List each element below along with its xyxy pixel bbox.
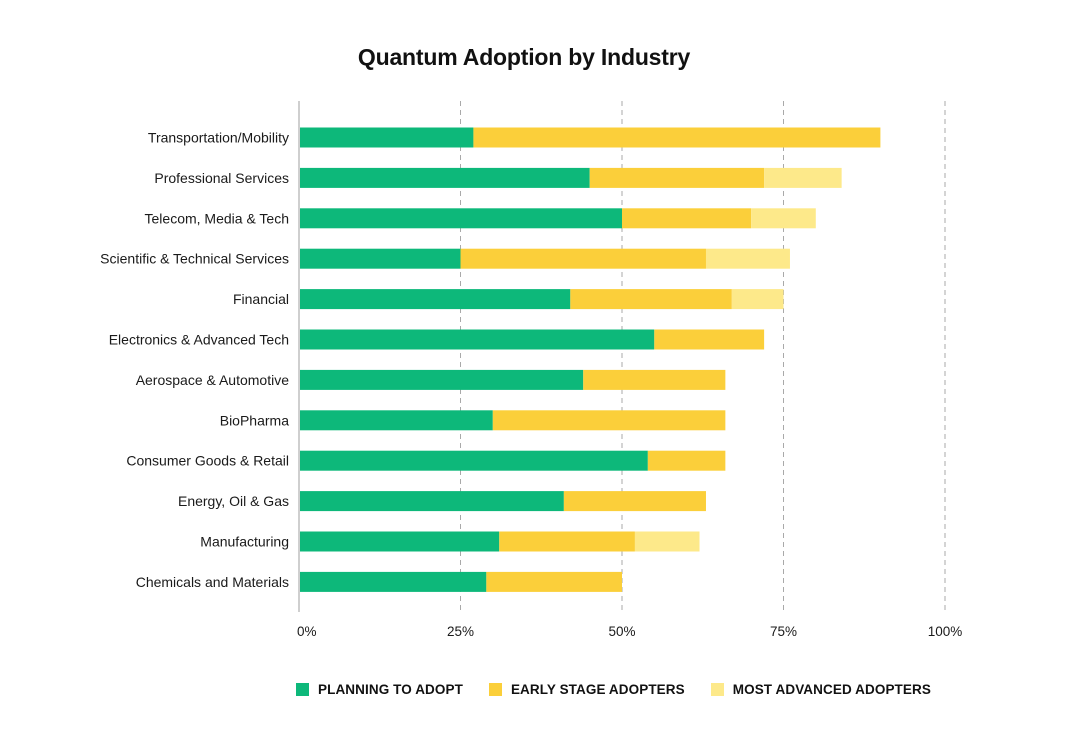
bars	[299, 127, 881, 592]
bar-segment	[654, 329, 765, 350]
x-tick-label: 100%	[928, 624, 963, 639]
bar-segment	[299, 450, 648, 471]
category-labels: Transportation/Mobility Professional Serv…	[100, 130, 289, 590]
bar-segment	[563, 491, 706, 512]
bar-segment	[570, 289, 732, 310]
bar-segment	[622, 208, 752, 229]
bar-segment	[705, 248, 790, 269]
category-label: Manufacturing	[200, 534, 289, 550]
legend-swatch-planning	[296, 683, 309, 696]
category-label: Financial	[233, 291, 289, 307]
bar-segment	[299, 410, 493, 431]
bar-segment	[764, 167, 842, 188]
bar-segment	[299, 167, 590, 188]
chart-title: Quantum Adoption by Industry	[357, 44, 691, 70]
category-label: Telecom, Media & Tech	[145, 210, 289, 226]
bar-segment	[751, 208, 816, 229]
bar-segment	[299, 571, 487, 592]
bar-segment	[460, 248, 706, 269]
bar-segment	[299, 369, 584, 390]
bar-segment	[583, 369, 726, 390]
legend: PLANNING TO ADOPT EARLY STAGE ADOPTERS M…	[296, 682, 931, 697]
bar-segment	[492, 410, 726, 431]
bar-segment	[299, 531, 500, 552]
legend-item-planning: PLANNING TO ADOPT	[296, 682, 463, 697]
category-label: Electronics & Advanced Tech	[109, 332, 289, 348]
bar-segment	[647, 450, 726, 471]
legend-swatch-most-advanced	[710, 683, 724, 696]
category-label: Professional Services	[154, 170, 289, 186]
bar-segment	[486, 571, 622, 592]
legend-label-most-advanced: MOST ADVANCED ADOPTERS	[732, 682, 931, 697]
x-axis-ticks: 0% 25% 50% 75% 100%	[297, 624, 962, 639]
bar-segment	[634, 531, 700, 552]
category-label: Energy, Oil & Gas	[178, 493, 289, 509]
x-tick-label: 0%	[297, 624, 317, 639]
x-tick-label: 25%	[447, 624, 474, 639]
bar-segment	[299, 208, 622, 229]
x-tick-label: 75%	[770, 624, 797, 639]
legend-swatch-early-stage	[488, 683, 502, 696]
category-label: Transportation/Mobility	[148, 130, 289, 146]
bar-segment	[731, 289, 784, 310]
bar-segment	[299, 329, 655, 350]
category-label: Aerospace & Automotive	[136, 372, 290, 388]
legend-item-most-advanced: MOST ADVANCED ADOPTERS	[710, 682, 931, 697]
bar-segment	[499, 531, 635, 552]
legend-label-planning: PLANNING TO ADOPT	[318, 682, 463, 697]
bar-segment	[473, 127, 881, 148]
legend-item-early-stage: EARLY STAGE ADOPTERS	[488, 682, 685, 697]
bar-segment	[589, 167, 765, 188]
bar-segment	[299, 127, 474, 148]
bar-segment	[299, 289, 571, 310]
category-label: Chemicals and Materials	[136, 574, 289, 590]
x-tick-label: 50%	[608, 624, 635, 639]
bar-segment	[299, 491, 564, 512]
legend-label-early-stage: EARLY STAGE ADOPTERS	[510, 682, 685, 697]
category-label: BioPharma	[220, 412, 289, 428]
category-label: Scientific & Technical Services	[100, 251, 289, 267]
bar-segment	[299, 248, 461, 269]
category-label: Consumer Goods & Retail	[126, 453, 289, 469]
